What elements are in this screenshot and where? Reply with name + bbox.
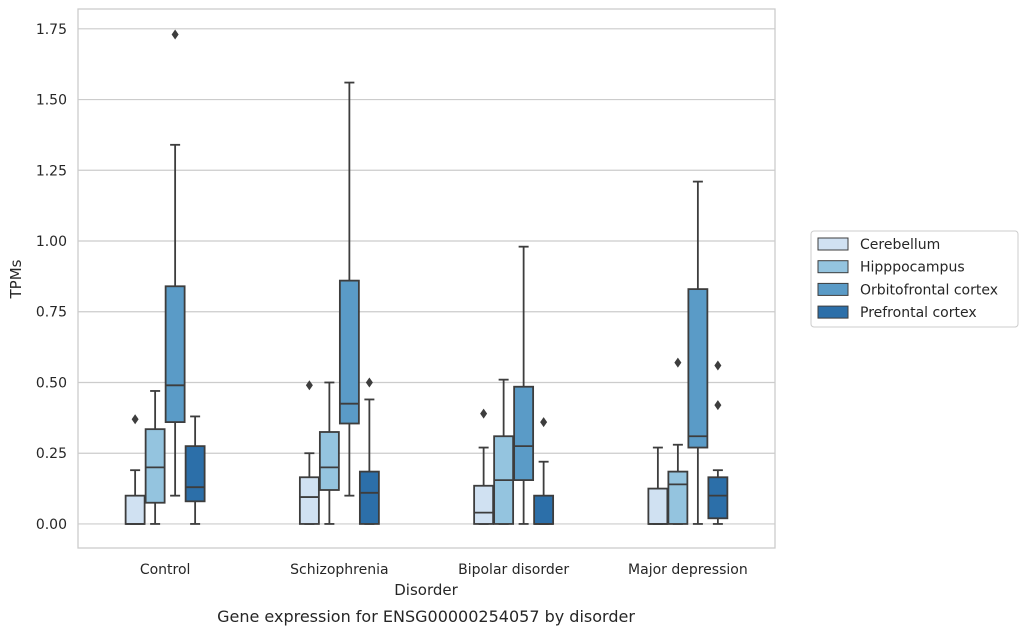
box-iqr bbox=[318, 431, 340, 491]
box-iqr bbox=[667, 470, 689, 525]
x-axis-label: Disorder bbox=[394, 581, 458, 599]
y-tick-label: 1.75 bbox=[36, 22, 67, 38]
box-group bbox=[184, 415, 206, 525]
grid-lines bbox=[78, 28, 775, 525]
box-iqr bbox=[647, 487, 669, 525]
box-group bbox=[493, 378, 515, 525]
box-iqr bbox=[513, 385, 535, 481]
y-tick-label: 1.50 bbox=[36, 93, 67, 109]
y-tick-label: 0.50 bbox=[36, 375, 67, 391]
x-tick-label: Schizophrenia bbox=[290, 562, 388, 578]
x-tick-label: Control bbox=[140, 562, 191, 578]
box-group bbox=[298, 380, 320, 525]
box-iqr bbox=[687, 288, 709, 449]
box-group bbox=[164, 29, 186, 497]
outlier-marker bbox=[714, 400, 722, 411]
plot-area bbox=[77, 8, 776, 549]
box-iqr bbox=[473, 484, 495, 525]
box-iqr bbox=[358, 470, 380, 525]
outlier-marker bbox=[365, 377, 373, 388]
box-group bbox=[318, 381, 340, 525]
legend-item: Prefrontal cortex bbox=[817, 305, 977, 321]
legend-label: Orbitofrontal cortex bbox=[860, 282, 998, 298]
box-group bbox=[647, 446, 669, 525]
y-tick-label: 0.00 bbox=[36, 517, 67, 533]
outlier-marker bbox=[131, 414, 139, 425]
legend-swatch bbox=[817, 260, 849, 274]
box-iqr bbox=[184, 445, 206, 503]
legend: Cerebellum Hipppocampus Orbitofrontal cort… bbox=[810, 230, 1019, 328]
box-iqr bbox=[533, 494, 555, 525]
box-group bbox=[513, 245, 535, 525]
chart-caption: Gene expression for ENSG00000254057 by d… bbox=[217, 607, 635, 626]
legend-swatch bbox=[817, 237, 849, 251]
outlier-marker bbox=[714, 360, 722, 371]
box-group bbox=[533, 417, 555, 525]
legend-label: Cerebellum bbox=[860, 237, 940, 253]
legend-items: Cerebellum Hipppocampus Orbitofrontal cort… bbox=[817, 237, 998, 321]
x-tick-label: Major depression bbox=[628, 562, 748, 578]
y-tick-label: 1.25 bbox=[36, 163, 67, 179]
box-group bbox=[707, 360, 729, 525]
box-group bbox=[473, 408, 495, 525]
legend-label: Prefrontal cortex bbox=[860, 305, 977, 321]
box-iqr bbox=[707, 476, 729, 520]
legend-swatch bbox=[817, 282, 849, 296]
box-group bbox=[667, 357, 689, 525]
boxes bbox=[124, 29, 729, 525]
legend-swatch bbox=[817, 305, 849, 319]
box-group bbox=[144, 390, 166, 525]
y-tick-label: 1.00 bbox=[36, 234, 67, 250]
box-iqr bbox=[164, 285, 186, 423]
outlier-marker bbox=[171, 29, 179, 40]
x-axis-ticks: Control Schizophrenia Bipolar disorder Majo… bbox=[140, 562, 748, 578]
outlier-marker bbox=[674, 357, 682, 368]
y-tick-label: 0.25 bbox=[36, 446, 67, 462]
outlier-marker bbox=[480, 408, 488, 419]
legend-item: Cerebellum bbox=[817, 237, 940, 253]
legend-item: Hipppocampus bbox=[817, 260, 965, 276]
box-iqr bbox=[144, 428, 166, 504]
legend-item: Orbitofrontal cortex bbox=[817, 282, 998, 298]
outlier-marker bbox=[305, 380, 313, 391]
box-iqr bbox=[338, 279, 360, 425]
box-iqr bbox=[298, 476, 320, 525]
box-group bbox=[687, 180, 709, 525]
legend-label: Hipppocampus bbox=[860, 260, 965, 276]
box-group bbox=[124, 414, 146, 525]
x-tick-label: Bipolar disorder bbox=[458, 562, 569, 578]
outlier-marker bbox=[540, 417, 548, 428]
y-axis-ticks: 0.00 0.25 0.50 0.75 1.00 1.25 1.50 1.75 bbox=[36, 22, 67, 533]
box-iqr bbox=[124, 494, 146, 525]
box-group bbox=[338, 81, 360, 497]
y-tick-label: 0.75 bbox=[36, 305, 67, 321]
box-group bbox=[358, 377, 380, 525]
y-axis-label: TPMs bbox=[7, 259, 25, 299]
legend-frame bbox=[810, 230, 1019, 328]
